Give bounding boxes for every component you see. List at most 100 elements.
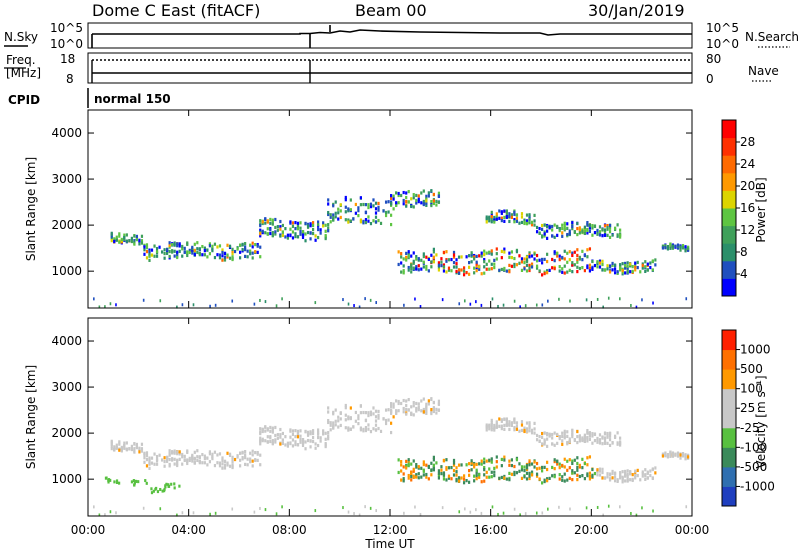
power-cell xyxy=(500,211,503,215)
velocity-cell xyxy=(576,468,579,472)
power-cell xyxy=(143,252,146,256)
velocity-cell xyxy=(679,453,682,457)
power-cell xyxy=(513,256,516,261)
velocity-cell xyxy=(299,440,302,444)
power-cell xyxy=(415,198,418,203)
power-cell xyxy=(495,257,498,261)
velocity-cell xyxy=(256,458,259,462)
power-cell xyxy=(228,244,232,248)
velocity-cell xyxy=(181,462,184,466)
velocity-cell xyxy=(274,440,277,444)
velocity-cell xyxy=(596,469,599,474)
power-cell xyxy=(546,252,549,256)
velocity-cell xyxy=(626,478,629,482)
power-cell xyxy=(314,301,317,305)
power-cell xyxy=(357,209,360,213)
power-cell xyxy=(221,250,224,255)
power-cell xyxy=(598,265,602,269)
power-cell xyxy=(397,250,400,254)
power-cell xyxy=(586,255,589,259)
velocity-cell xyxy=(246,463,249,467)
power-cell xyxy=(251,241,254,245)
velocity-cell xyxy=(503,476,506,480)
velocity-cell xyxy=(203,457,206,461)
velocity-cell xyxy=(98,513,101,517)
power-cell xyxy=(148,249,151,254)
power-cell xyxy=(425,203,428,207)
velocity-cell xyxy=(309,432,312,436)
power-cell xyxy=(442,250,446,255)
nsky-panel: N.Sky 10^5 10^0 10^5 10^0 N.Search xyxy=(4,21,799,51)
velocity-cell xyxy=(523,475,526,479)
velocity-cell xyxy=(629,478,632,482)
nsearch-tick-bottom: 10^0 xyxy=(706,37,739,51)
velocity-cell xyxy=(168,449,171,453)
power-cell xyxy=(588,247,592,251)
power-cell xyxy=(435,203,438,207)
power-cell xyxy=(407,254,410,258)
velocity-cell xyxy=(583,477,586,481)
power-cell xyxy=(110,232,113,236)
velocity-cell xyxy=(619,476,622,480)
power-cell xyxy=(505,269,508,273)
velocity-cell xyxy=(405,464,408,468)
colorbar-swatch xyxy=(722,466,736,487)
power-cell xyxy=(485,215,488,219)
power-cell xyxy=(598,233,602,237)
velocity-cell xyxy=(651,476,654,480)
velocity-cell xyxy=(571,429,574,433)
power-cell xyxy=(556,251,559,256)
velocity-cell xyxy=(206,463,209,467)
velocity-cell xyxy=(286,441,290,445)
power-cell xyxy=(515,219,519,223)
velocity-cell xyxy=(143,456,146,460)
power-cell xyxy=(390,222,393,227)
velocity-cell xyxy=(231,507,234,511)
velocity-cell xyxy=(347,417,350,421)
power-cell xyxy=(513,264,516,269)
velocity-cell xyxy=(274,433,277,438)
power-cell xyxy=(553,223,556,227)
power-cell xyxy=(586,264,589,268)
power-cell xyxy=(362,202,365,207)
velocity-cell xyxy=(551,432,554,437)
power-cell xyxy=(387,200,390,204)
power-cell xyxy=(168,245,171,249)
velocity-cell xyxy=(440,465,443,469)
power-cell xyxy=(541,227,544,231)
velocity-cell xyxy=(503,423,506,428)
velocity-cell xyxy=(191,459,194,463)
velocity-cell xyxy=(586,456,589,460)
velocity-cell xyxy=(611,476,614,480)
power-cell xyxy=(606,267,609,271)
velocity-cell xyxy=(500,419,503,423)
velocity-cell xyxy=(598,467,602,471)
velocity-cell xyxy=(339,411,342,415)
power-cell xyxy=(407,200,410,204)
power-cell xyxy=(256,242,259,247)
power-cell xyxy=(523,218,526,222)
velocity-cell xyxy=(337,415,340,419)
velocity-cell xyxy=(104,476,108,480)
power-cell xyxy=(281,223,284,228)
velocity-cell xyxy=(588,455,592,459)
velocity-cell xyxy=(271,430,274,434)
power-cell xyxy=(173,254,176,258)
velocity-cell xyxy=(344,406,347,410)
power-cell xyxy=(518,261,521,265)
power-cell xyxy=(427,269,430,273)
velocity-cell xyxy=(525,466,529,470)
power-cell xyxy=(259,255,262,259)
power-cell xyxy=(608,265,612,269)
velocity-cell xyxy=(319,439,322,443)
velocity-cell xyxy=(528,461,531,465)
velocity-cell xyxy=(558,436,561,441)
velocity-cell xyxy=(520,465,524,469)
velocity-cell xyxy=(646,470,649,474)
power-cell xyxy=(523,220,526,225)
velocity-cell xyxy=(299,437,302,442)
velocity-cell xyxy=(402,477,405,481)
colorbar-tick-label: 28 xyxy=(740,135,755,149)
power-cell xyxy=(249,243,252,247)
power-cell xyxy=(636,265,639,270)
